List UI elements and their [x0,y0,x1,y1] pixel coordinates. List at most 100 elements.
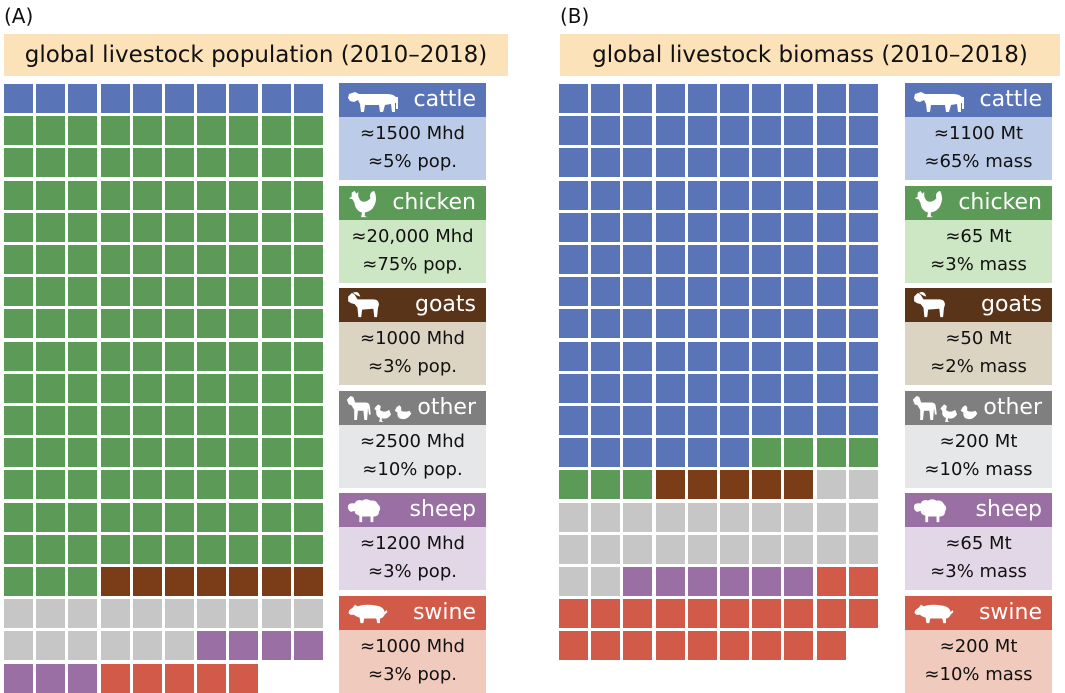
waffle-square-chicken [197,245,227,274]
waffle-square-chicken [100,277,130,307]
legend-value: ≈2500 Mhd [360,430,465,452]
waffle-square-swine [655,599,685,629]
waffle-square-cattle [720,438,749,468]
waffle-square-cattle [655,341,685,371]
waffle-square-cattle [559,212,588,242]
waffle-square-swine [559,599,588,629]
legend-stats-goats: ≈1000 Mhd ≈3% pop. [339,322,486,386]
legend-share: ≈10% pop. [362,458,463,480]
waffle-square-cattle [848,373,878,403]
waffle-square-swine [623,631,653,661]
waffle-square-sheep [293,631,323,661]
waffle-square-cattle [816,309,846,339]
waffle-square-chicken [68,116,98,146]
waffle-square-other [720,502,749,532]
waffle-square-chicken [816,438,846,468]
waffle-square-cattle [816,84,846,113]
waffle-square-cattle [591,84,621,113]
waffle-square-other [752,502,782,532]
waffle-square-chicken [132,502,162,532]
waffle-square-cattle [100,84,130,113]
waffle-square-goats [752,470,782,500]
waffle-square-other [848,534,878,564]
waffle-square-cattle [784,245,814,274]
waffle-square-chicken [68,212,98,242]
waffle-square-cattle [720,212,749,242]
waffle-square-other [36,599,66,629]
waffle-square-cattle [655,373,685,403]
waffle-square-chicken [197,180,227,210]
waffle-square-chicken [165,180,194,210]
waffle-square-other [720,534,749,564]
waffle-square-cattle [559,438,588,468]
waffle-square-swine [720,631,749,661]
waffle-square-chicken [132,148,162,178]
waffle-square-chicken [132,438,162,468]
waffle-square-goats [293,567,323,596]
waffle-square-chicken [165,277,194,307]
waffle-square-chicken [293,148,323,178]
waffle-square-cattle [720,116,749,146]
waffle-square-chicken [848,438,878,468]
waffle-square-cattle [591,406,621,435]
waffle-square-chicken [261,502,291,532]
sheep-icon [345,496,383,524]
waffle-square-cattle [848,309,878,339]
waffle-square-chicken [261,438,291,468]
waffle-square-sheep [720,567,749,596]
waffle-square-swine [132,663,162,693]
waffle-square-chicken [100,534,130,564]
legend-item-cattle: cattle ≈1100 Mt ≈65% mass [905,83,1052,180]
waffle-square-chicken [752,438,782,468]
waffle-square-cattle [720,84,749,113]
waffle-square-chicken [293,406,323,435]
waffle-square-cattle [623,438,653,468]
waffle-square-chicken [100,309,130,339]
waffle-square-cattle [4,84,33,113]
waffle-square-sheep [623,567,653,596]
waffle-square-swine [591,599,621,629]
waffle-square-goats [132,567,162,596]
waffle-square-cattle [816,116,846,146]
waffle-square-cattle [559,116,588,146]
waffle-square-cattle [559,148,588,178]
waffle-square-chicken [293,116,323,146]
waffle-square-cattle [784,212,814,242]
waffle-square-cattle [752,309,782,339]
waffle-square-chicken [100,470,130,500]
waffle-square-cattle [559,406,588,435]
waffle-square-cattle [623,341,653,371]
waffle-square-cattle [784,116,814,146]
waffle-square-sheep [261,631,291,661]
waffle-square-goats [165,567,194,596]
legend-item-other: other ≈200 Mt ≈10% mass [905,390,1052,488]
waffle-square-chicken [36,438,66,468]
waffle-square-chicken [197,116,227,146]
waffle-square-chicken [165,502,194,532]
waffle-square-chicken [261,373,291,403]
waffle-square-chicken [229,502,259,532]
waffle-square-chicken [197,148,227,178]
waffle-square-other [559,502,588,532]
legend-stats-swine: ≈1000 Mhd ≈3% pop. [339,630,486,693]
waffle-square-cattle [720,309,749,339]
waffle-square-cattle [720,406,749,435]
legend-share: ≈75% pop. [362,253,463,275]
waffle-square-chicken [229,212,259,242]
waffle-square-sheep [229,631,259,661]
waffle-square-swine [752,631,782,661]
waffle-square-chicken [132,309,162,339]
cow-icon [911,86,971,114]
waffle-square-chicken [36,567,66,596]
waffle-square-chicken [4,116,33,146]
waffle-square-chicken [229,277,259,307]
waffle-square-other [165,631,194,661]
waffle-square-chicken [293,470,323,500]
waffle-square-cattle [848,180,878,210]
waffle-square-other [261,599,291,629]
waffle-square-other [559,534,588,564]
waffle-square-chicken [36,470,66,500]
panel-a-label: (A) [4,4,34,28]
waffle-square-sheep [687,567,717,596]
waffle-square-chicken [591,470,621,500]
